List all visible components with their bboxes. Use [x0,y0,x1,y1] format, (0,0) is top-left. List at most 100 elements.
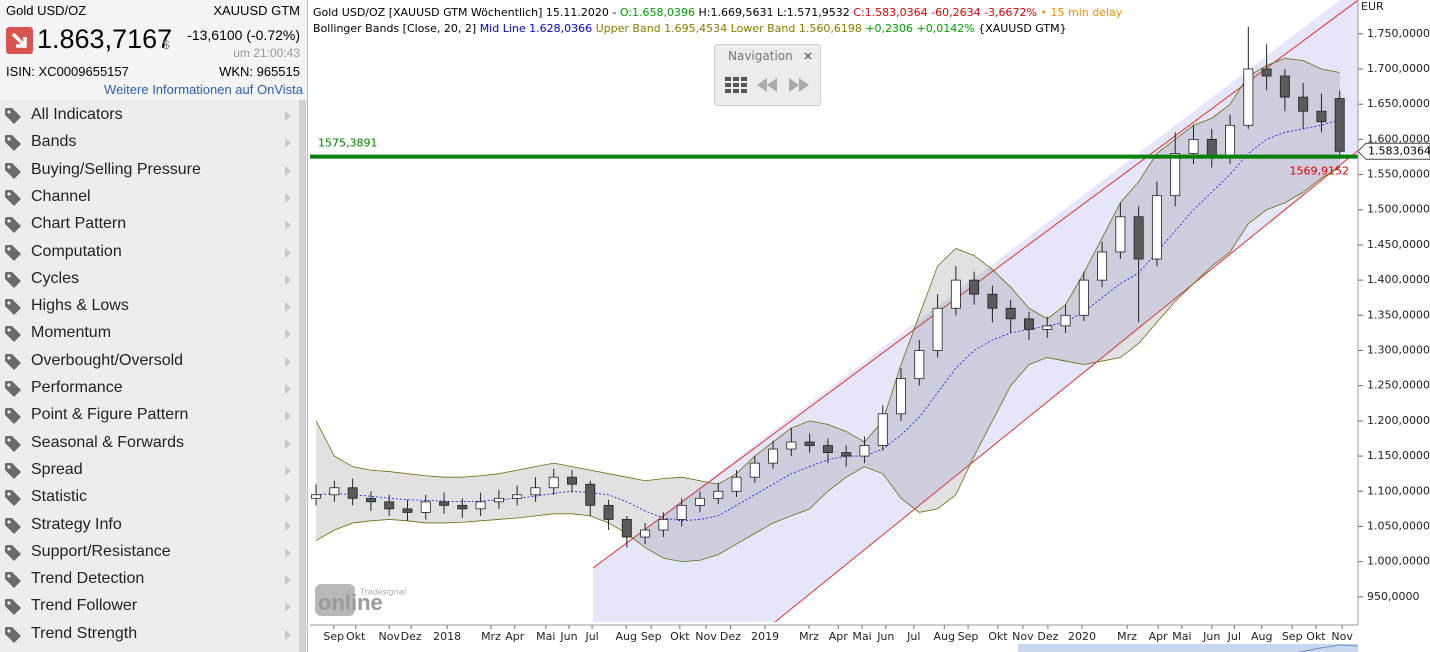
submenu-arrow [285,329,291,340]
menu-label: Highs & Lows [31,297,129,315]
candle-body [749,462,760,478]
menu-item[interactable]: Statistic [0,484,298,510]
menu-item[interactable]: Buying/Selling Pressure [0,157,298,183]
info-segment: Mid Line 1.628,0366 [479,22,596,35]
menu-label: Channel [31,187,91,205]
menu-item[interactable]: Point & Figure Pattern [0,402,298,428]
watermark-badge [315,584,355,616]
candle-body [1225,124,1236,158]
back-button[interactable] [757,78,777,92]
candle-body [896,378,906,415]
candle-body [1188,138,1199,154]
x-tick-label: Sep [323,630,344,643]
menu-item[interactable]: Trend Strength [0,621,298,647]
close-icon[interactable] [804,52,812,60]
x-tick-label: Okt [988,630,1008,643]
y-tick-label: 1.000,0000 [1367,555,1430,568]
info-segment: Bollinger Bands [Close, 20, 2] [313,22,480,35]
menu-item[interactable]: Computation [0,239,298,265]
info-segment: {XAUUSD GTM} [978,22,1067,35]
candle-body [932,307,943,351]
candle-body [1005,307,1016,320]
submenu-arrow [285,302,291,313]
candle-body [585,483,596,506]
menu-item[interactable]: All Indicators [0,102,298,128]
menu-item[interactable]: Chart Pattern [0,211,298,237]
forward-button[interactable] [789,78,809,92]
x-tick-label: Jul [906,630,920,643]
candle-body [1206,138,1217,158]
submenu-arrow [285,575,291,586]
menu-item[interactable]: Performance [0,375,298,401]
candle-body [859,445,870,457]
x-tick-label: 2019 [751,630,779,643]
submenu-arrow [285,247,291,258]
menu-item[interactable]: Bands [0,129,298,155]
candle-body [804,441,815,446]
grid-button[interactable] [725,77,747,93]
menu-item[interactable]: Channel [0,184,298,210]
x-tick-label: Jun [559,630,577,643]
quote-header: Gold USD/OZ XAUUSD GTM 1.863,7167 $ -13,… [0,0,307,100]
scrollbar[interactable] [299,100,306,652]
info-line: Gold USD/OZ [XAUUSD GTM Wöchentlich] 15.… [313,5,1122,21]
submenu-arrow [285,520,291,531]
candle-body [567,476,577,485]
x-tick-label: Dez [1037,630,1058,643]
menu-label: Bands [31,133,77,151]
x-tick-label: Apr [505,630,525,643]
info-segment: C:1.583,0364 -60,2634 -3,6672% [853,6,1037,19]
menu-item[interactable]: Overbought/Oversold [0,348,298,374]
menu-item[interactable]: Trend Follower [0,593,298,619]
x-tick-label: Sep [641,630,662,643]
y-tick-label: 1.100,0000 [1367,484,1430,497]
menu-item[interactable]: Seasonal & Forwards [0,430,298,456]
navigation-buttons[interactable] [724,75,814,95]
onvista-link[interactable]: Weitere Informationen auf OnVista [104,82,303,97]
x-tick-label: Apr [1149,630,1169,643]
candle-body [439,501,450,506]
menu-label: Trend Follower [31,597,138,615]
candle-body [311,494,322,499]
watermark-text: online [318,590,383,615]
x-tick-label: Jul [1227,630,1241,643]
candle-body [420,501,431,513]
menu-item[interactable]: Trend Detection [0,566,298,592]
submenu-arrow [285,220,291,231]
submenu-arrow [285,165,291,176]
menu-item[interactable]: Cycles [0,266,298,292]
info-line: Bollinger Bands [Close, 20, 2] Mid Line … [313,21,1122,37]
candle-body [640,529,651,538]
tag-icon [5,381,21,397]
candle-body [731,476,742,492]
menu-item[interactable]: Highs & Lows [0,293,298,319]
x-tick-label: Nov [1012,630,1034,643]
x-tick-label: Jun [876,630,894,643]
info-segment: H:1.669,5631 L:1.571,9532 [695,6,854,19]
x-tick-label: Mrz [1117,630,1137,643]
candle-body [1334,98,1345,152]
time-scroller[interactable] [1018,644,1358,652]
price-change: -13,6100 (-0.72%) [187,27,300,43]
submenu-arrow [285,111,291,121]
menu-label: Seasonal & Forwards [31,433,184,451]
x-tick-label: Mai [536,630,555,643]
menu-item[interactable]: Support/Resistance [0,539,298,565]
menu-item[interactable]: Strategy Info [0,512,298,538]
x-tick-label: Nov [378,630,400,643]
menu-label: Spread [31,460,83,478]
menu-label: Trend Strength [31,624,138,642]
submenu-arrow [285,356,291,367]
menu-item[interactable]: Spread [0,457,298,483]
candle-body [457,504,468,510]
x-tick-label: Nov [1331,630,1353,643]
candle-body [530,487,541,496]
x-tick-label: Aug [615,630,636,643]
menu-item[interactable]: Momentum [0,320,298,346]
chart-layer: 1.750,0000 1.700,0000 1.650,0000 1.600,0000… [310,26,1430,643]
navigation-panel[interactable]: Navigation [714,44,821,106]
candle-body [475,501,486,510]
y-tick-label: 1.550,0000 [1367,168,1430,181]
menu-label: Performance [31,379,123,396]
